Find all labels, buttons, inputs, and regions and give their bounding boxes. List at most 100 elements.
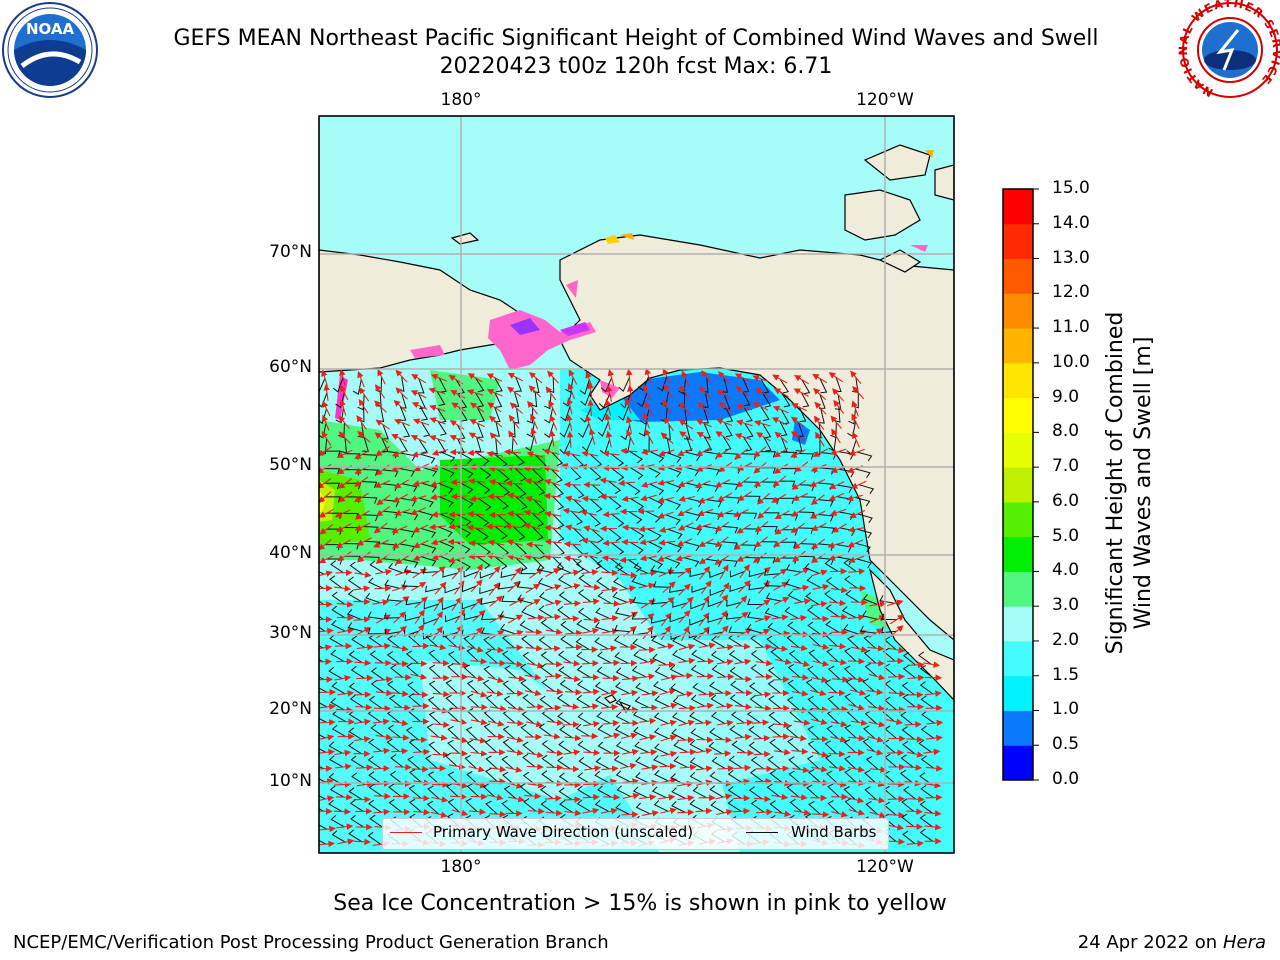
wind-barb <box>827 695 840 710</box>
wave-direction-arrow <box>583 481 601 489</box>
wind-barb <box>729 666 744 680</box>
wave-direction-arrow <box>699 566 711 580</box>
wind-barb <box>632 596 648 605</box>
wave-direction-arrow <box>549 414 558 431</box>
wave-direction-arrow <box>374 585 392 592</box>
wind-barb <box>402 511 419 521</box>
wave-direction-arrow <box>587 382 594 399</box>
wind-barb <box>406 662 419 677</box>
wave-direction-arrow <box>619 598 636 606</box>
wind-barb <box>461 602 477 610</box>
wave-direction-arrow <box>433 596 444 612</box>
wave-direction-arrow <box>473 563 483 579</box>
wave-direction-arrow <box>545 599 562 607</box>
colorbar-tick-label: 3.0 <box>1052 595 1080 616</box>
wind-barb <box>710 650 725 663</box>
wind-barb <box>787 663 801 678</box>
wave-direction-arrow <box>545 568 561 578</box>
wind-barb <box>332 377 344 393</box>
wave-direction-arrow <box>772 568 788 579</box>
wave-direction-arrow <box>523 509 541 517</box>
wave-direction-arrow <box>773 581 789 591</box>
wind-barb <box>370 667 385 681</box>
wave-direction-arrow <box>606 385 613 402</box>
wind-barb <box>596 666 611 679</box>
wind-barb <box>405 650 419 664</box>
wave-direction-arrow <box>450 493 468 500</box>
wind-barb <box>610 453 625 467</box>
wind-barb <box>844 575 858 589</box>
wave-direction-arrow <box>698 554 714 565</box>
wave-direction-arrow <box>487 402 502 413</box>
wave-direction-arrow <box>660 625 671 641</box>
wave-direction-arrow <box>376 629 391 639</box>
wave-direction-arrow <box>790 507 806 517</box>
wave-direction-arrow <box>319 554 335 564</box>
wind-barb <box>479 587 495 595</box>
wind-barb <box>438 482 454 494</box>
wave-direction-arrow <box>506 492 524 500</box>
wave-direction-arrow <box>790 644 808 652</box>
wind-barb <box>689 711 704 724</box>
wave-direction-arrow <box>887 795 905 803</box>
wave-direction-arrow <box>736 419 753 427</box>
wave-direction-arrow <box>829 448 847 456</box>
wind-barb <box>575 560 590 573</box>
wind-barb <box>405 726 419 741</box>
wave-direction-arrow <box>411 451 429 458</box>
wind-barb <box>480 598 496 605</box>
wave-direction-arrow <box>563 555 581 562</box>
wave-direction-arrow <box>923 661 941 668</box>
wave-direction-arrow <box>790 614 808 622</box>
wind-barb <box>648 557 664 569</box>
wind-barb <box>589 466 602 481</box>
wind-barb <box>577 712 592 725</box>
wave-direction-arrow <box>675 555 693 562</box>
wave-direction-arrow <box>334 509 351 518</box>
wind-barb <box>648 541 663 553</box>
wind-barb <box>516 581 533 589</box>
wind-barb <box>540 618 555 632</box>
wave-direction-arrow <box>488 565 501 579</box>
wave-direction-arrow <box>771 645 789 652</box>
wind-barb <box>729 585 745 592</box>
wave-direction-arrow <box>524 689 542 697</box>
wave-direction-arrow <box>888 646 906 654</box>
wind-barb <box>348 727 363 740</box>
wave-direction-arrow <box>620 571 638 579</box>
wind-barb <box>798 407 807 422</box>
wind-barb <box>654 666 670 679</box>
wave-direction-arrow <box>815 431 825 447</box>
wave-direction-arrow <box>868 721 886 728</box>
wave-direction-arrow <box>812 643 830 650</box>
wave-direction-arrow <box>850 480 867 489</box>
wave-direction-arrow <box>525 495 542 503</box>
wave-direction-arrow <box>658 449 675 457</box>
wind-barb <box>335 392 345 409</box>
wave-direction-arrow <box>356 644 374 651</box>
wind-barb <box>863 649 877 664</box>
wave-direction-arrow <box>354 571 372 578</box>
wave-direction-arrow <box>564 495 582 503</box>
wave-direction-arrow <box>850 719 868 727</box>
wind-barb <box>537 577 553 589</box>
wind-barb <box>502 680 516 694</box>
wind-barb <box>608 528 622 542</box>
wind-barb <box>402 558 419 568</box>
wave-direction-arrow <box>735 476 750 488</box>
wave-direction-arrow <box>504 523 522 530</box>
wave-direction-arrow <box>467 675 485 682</box>
wave-direction-arrow <box>717 492 733 502</box>
wave-direction-arrow <box>602 450 620 457</box>
wave-direction-arrow <box>678 657 696 665</box>
wind-barb-legend-label: Wind Barbs <box>791 823 877 841</box>
wave-direction-arrow <box>412 418 430 426</box>
wind-barb <box>668 567 685 574</box>
wave-direction-arrow <box>850 598 868 606</box>
wave-direction-arrow <box>717 610 728 625</box>
wave-direction-arrow <box>583 616 601 624</box>
wind-barb <box>649 451 665 463</box>
wave-direction-arrow <box>566 414 573 431</box>
wind-barb <box>485 649 498 664</box>
wave-direction-arrow <box>811 538 826 550</box>
